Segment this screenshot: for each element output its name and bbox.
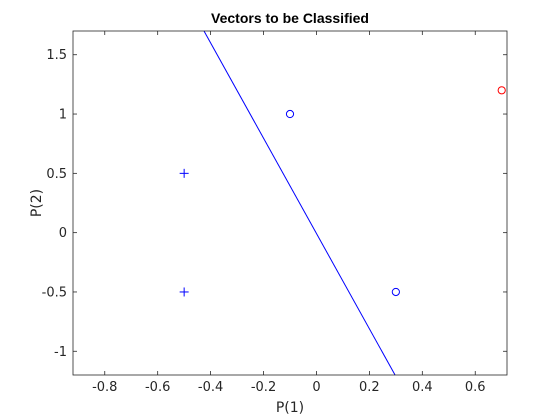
data-marks bbox=[179, 30, 506, 376]
y-axis-label: P(2) bbox=[29, 189, 45, 217]
y-tick-label: 1 bbox=[59, 108, 67, 123]
plus-marker bbox=[179, 168, 189, 178]
circle-marker bbox=[391, 287, 400, 297]
x-tick-label: 0 bbox=[312, 380, 320, 395]
x-tick-label: 0.4 bbox=[412, 380, 433, 395]
decision-boundary-line bbox=[203, 30, 396, 376]
y-tick-label: -1 bbox=[54, 345, 67, 360]
x-axis-label: P(1) bbox=[276, 400, 304, 416]
x-tick-label: -0.4 bbox=[198, 380, 223, 395]
circle-marker bbox=[497, 86, 506, 95]
x-tick-label: -0.2 bbox=[251, 380, 276, 395]
x-tick-label: 0.6 bbox=[465, 380, 486, 395]
x-tick-label: 0.2 bbox=[359, 380, 380, 395]
axis-ticks: -0.8 -0.6 -0.4 -0.2 0 0.2 0.4 0.6 -1 -0.5 0 0.5 1 1.5 bbox=[42, 31, 507, 395]
plus-marker bbox=[179, 287, 189, 297]
y-tick-label: 0 bbox=[59, 226, 67, 241]
x-tick-label: -0.6 bbox=[145, 380, 170, 395]
y-tick-label: 0.5 bbox=[46, 167, 67, 182]
y-tick-label: -0.5 bbox=[42, 285, 67, 300]
circle-marker bbox=[285, 109, 295, 119]
plot-area bbox=[73, 31, 507, 375]
y-tick-label: 1.5 bbox=[46, 48, 67, 63]
chart-title: Vectors to be Classified bbox=[211, 10, 369, 26]
axes-box bbox=[72, 30, 508, 376]
x-tick-label: -0.8 bbox=[92, 380, 117, 395]
